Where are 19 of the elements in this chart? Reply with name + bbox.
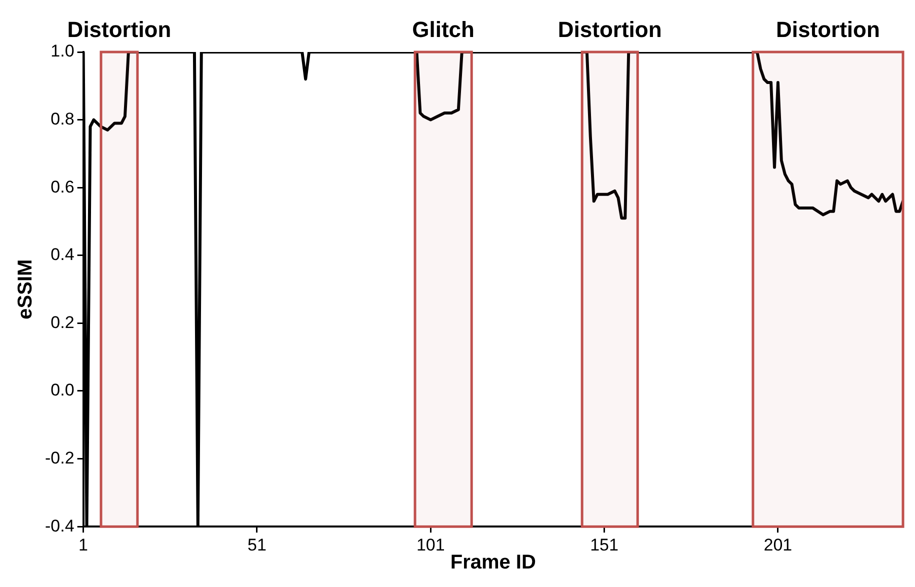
y-tick-label: -0.2 (44, 448, 74, 468)
y-tick-label: 0.2 (50, 312, 74, 332)
band-label: Glitch (412, 17, 474, 42)
band-label: Distortion (776, 17, 880, 42)
x-tick-label: 51 (248, 535, 266, 554)
x-tick-label: 201 (764, 535, 792, 554)
y-tick-label: 1.0 (50, 42, 74, 61)
y-tick-label: 0.8 (50, 109, 74, 128)
y-tick-label: 0.6 (50, 177, 74, 196)
y-tick-label: 0.0 (50, 380, 74, 400)
y-axis-title: eSSIM (14, 259, 37, 320)
y-tick-label: 0.4 (50, 245, 74, 264)
y-tick-label: -0.4 (44, 516, 74, 536)
x-tick-label: 1 (78, 535, 88, 554)
band-label: Distortion (558, 17, 662, 42)
x-tick-label: 101 (416, 535, 445, 554)
band-label: Distortion (67, 17, 172, 42)
x-axis-title: Frame ID (450, 552, 536, 574)
x-tick-label: 151 (590, 535, 618, 554)
